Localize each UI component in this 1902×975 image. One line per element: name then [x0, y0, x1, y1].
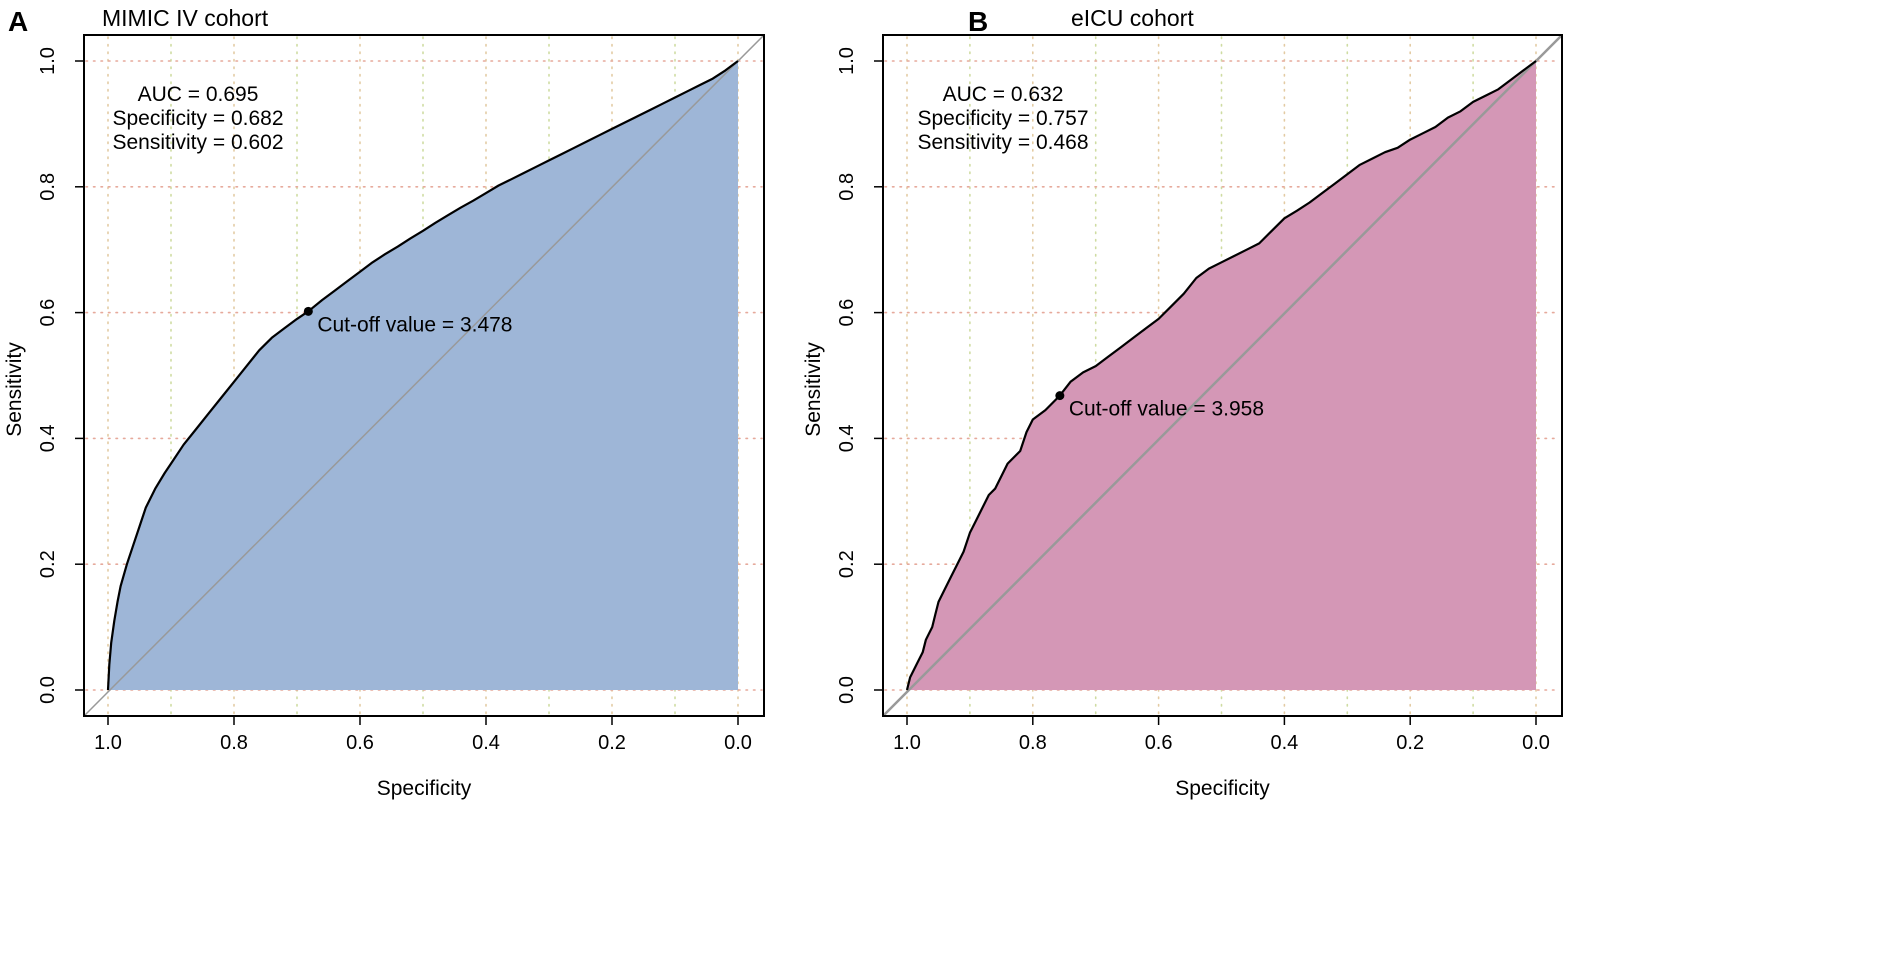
x-tick-label: 0.4	[1270, 732, 1298, 754]
x-tick-label: 0.2	[598, 732, 626, 754]
x-tick-label: 0.8	[220, 732, 248, 754]
y-tick-label: 0.4	[836, 424, 858, 452]
cutoff-point	[1055, 391, 1065, 401]
plot-frame	[83, 34, 765, 717]
x-tick-label: 0.0	[1522, 732, 1550, 754]
y-tick-label: 0.0	[37, 676, 59, 704]
panel-label: A	[8, 6, 28, 37]
x-axis-title: Specificity	[377, 777, 472, 800]
roc-curve-line	[106, 60, 739, 691]
plot-frame	[882, 34, 1563, 717]
y-tick-label: 0.4	[37, 424, 59, 452]
y-tick-label: 0.2	[836, 550, 858, 578]
y-tick-label: 0.6	[37, 299, 59, 327]
panel-b: B eICU cohort Cut-off value = 3.958 AUC …	[802, 5, 1563, 800]
x-tick-label: 0.0	[724, 732, 752, 754]
cutoff-label: Cut-off value = 3.478	[317, 313, 512, 336]
specificity-stat-label: Specificity = 0.682	[112, 107, 283, 130]
y-axis-title: Sensitivity	[802, 342, 825, 437]
cutoff-point	[303, 306, 313, 316]
x-tick-label: 1.0	[893, 732, 921, 754]
x-tick-label: 0.4	[472, 732, 500, 754]
y-tick-label: 0.8	[37, 173, 59, 201]
panel-a: A MIMIC IV cohort Cut-off value = 3.478 …	[3, 5, 765, 800]
x-tick-label: 0.6	[1145, 732, 1173, 754]
y-axis-title: Sensitivity	[3, 342, 26, 437]
auc-label: AUC = 0.632	[943, 83, 1064, 106]
x-tick-label: 0.6	[346, 732, 374, 754]
auc-label: AUC = 0.695	[138, 83, 259, 106]
x-tick-label: 1.0	[94, 732, 122, 754]
specificity-stat-label: Specificity = 0.757	[917, 107, 1088, 130]
y-tick-label: 1.0	[836, 47, 858, 75]
panel-label: B	[968, 6, 988, 37]
x-tick-label: 0.8	[1019, 732, 1047, 754]
y-tick-label: 0.6	[836, 299, 858, 327]
sensitivity-stat-label: Sensitivity = 0.602	[112, 131, 283, 154]
chart-title: MIMIC IV cohort	[102, 5, 269, 31]
x-tick-label: 0.2	[1396, 732, 1424, 754]
reference-diagonal	[882, 34, 1563, 717]
chart-title: eICU cohort	[1071, 5, 1194, 31]
x-axis-title: Specificity	[1175, 777, 1270, 800]
roc-curve-line	[905, 60, 1537, 691]
y-tick-label: 0.0	[836, 676, 858, 704]
axes: 1.0 0.8 0.6 0.4 0.2 0.0 0.0 0.2 0.4 0.6 0.8 1.0	[37, 47, 752, 754]
axes: 1.0 0.8 0.6 0.4 0.2 0.0 0.0 0.2 0.4 0.6 0.8 1.0	[836, 47, 1550, 754]
y-tick-label: 0.8	[836, 173, 858, 201]
reference-diagonal	[83, 34, 765, 717]
sensitivity-stat-label: Sensitivity = 0.468	[917, 131, 1088, 154]
cutoff-label: Cut-off value = 3.958	[1069, 398, 1264, 421]
y-tick-label: 0.2	[37, 550, 59, 578]
y-tick-label: 1.0	[37, 47, 59, 75]
